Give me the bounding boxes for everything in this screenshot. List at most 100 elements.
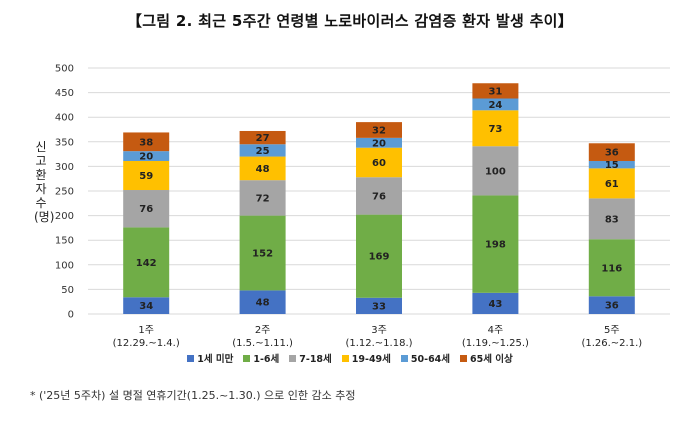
data-label: 76 [139,204,153,215]
y-tick-label: 300 [55,162,74,173]
legend-label: 19-49세 [351,354,391,365]
legend-swatch [243,354,251,362]
legend-label: 50-64세 [410,354,451,365]
bar-segment [356,147,402,178]
x-tick-label: 3주 [371,325,387,336]
data-label: 59 [139,171,153,182]
y-tick-label: 0 [68,310,74,321]
legend-label: 1세 미만 [197,354,234,365]
legend-swatch [187,354,195,362]
data-label: 20 [139,152,153,163]
data-label: 34 [139,301,153,312]
data-label: 32 [372,125,386,136]
legend-label: 7-18세 [299,354,332,365]
data-label: 43 [488,299,502,310]
x-tick-sublabel: (1.26.~2.1.) [581,338,642,349]
y-tick-label: 400 [55,113,74,124]
bar-segment [588,160,635,169]
bar-segment [472,98,519,111]
legend-item: 7-18세 [289,351,332,365]
bar-segment [239,290,286,314]
data-label: 116 [601,263,622,274]
legend-item: 19-49세 [341,351,391,365]
y-tick-label: 200 [55,211,74,222]
stacked-bar-chart: 0 50 100 150 200 250 300 350 400 450 500 34 142 76 59 2… [55,64,670,349]
bar-segment [123,297,170,314]
data-label: 169 [369,252,390,263]
data-label: 198 [485,240,506,251]
data-label: 31 [488,86,502,97]
legend-swatch [341,354,349,362]
x-tick-sublabel: (1.5.~1.11.) [232,338,293,349]
legend-label: 1-6세 [253,354,280,365]
bar-segment [239,156,286,181]
bar-segment [472,292,519,314]
bar-segment [123,132,170,152]
data-label: 24 [488,100,502,111]
y-tick-label: 450 [55,88,74,99]
x-tick-label: 1주 [138,325,154,336]
y-tick-label: 500 [55,64,74,75]
y-tick-label: 100 [55,260,74,271]
bar-segment [356,177,402,215]
bar-segment [239,144,286,157]
data-label: 48 [256,298,270,309]
bar-segment [588,239,635,297]
bar-segment [588,168,635,199]
bar-segment [123,227,170,298]
bar-segment [588,143,635,161]
legend-swatch [289,354,297,362]
data-label: 61 [605,179,619,190]
data-label: 83 [605,214,619,225]
bar-segment [239,130,286,145]
bar-segment [239,215,286,291]
legend-item: 1세 미만 [187,351,233,365]
bar-segment [123,151,170,161]
data-label: 27 [256,133,270,144]
y-tick-label: 250 [55,187,74,198]
legend-item: 1-6세 [243,351,279,365]
legend-swatch [400,354,408,362]
data-label: 60 [372,158,386,169]
data-label: 25 [256,146,270,157]
bar-segment [123,190,170,228]
data-label: 76 [372,191,386,202]
y-tick-label: 350 [55,137,74,148]
bar-segment [472,146,519,196]
x-tick-label: 4주 [488,325,504,336]
bar-segment [356,122,402,138]
data-label: 15 [605,160,619,171]
data-label: 72 [256,193,270,204]
bar-segment [356,214,402,298]
chart-title: 【그림 2. 최근 5주간 연령별 노로바이러스 감염증 환자 발생 추이】 [126,12,574,30]
legend-item: 50-64세 [400,351,451,365]
x-tick-sublabel: (12.29.~1.4.) [113,338,180,349]
data-label: 33 [372,301,386,312]
bar-segment [588,198,635,240]
legend-item: 65세 이상 [460,351,513,365]
bar-segment [356,137,402,148]
x-tick-sublabel: (1.12.~1.18.) [345,338,412,349]
data-label: 20 [372,138,386,149]
data-label: 73 [488,124,502,135]
data-label: 48 [256,164,270,175]
bar-segment [239,180,286,216]
bar-segment [123,160,170,191]
legend-swatch [460,354,468,362]
bar-segment [356,297,402,314]
legend-label: 65세 이상 [470,354,513,365]
bar-segment [472,83,519,99]
footnote: * ('25년 5주차) 설 명절 연휴기간(1.25.~1.30.) 으로 인… [30,389,356,402]
data-label: 36 [605,301,619,312]
legend: 1세 미만 1-6세 7-18세 19-49세 50-64세 65세 이상 [0,351,700,365]
data-label: 100 [485,166,506,177]
x-tick-label: 2주 [255,325,271,336]
data-label: 142 [136,258,157,269]
data-label: 36 [605,148,619,159]
y-tick-label: 50 [61,285,74,296]
x-tick-sublabel: (1.19.~1.25.) [462,338,529,349]
data-label: 38 [139,137,153,148]
x-tick-label: 5주 [604,325,620,336]
data-label: 152 [252,248,273,259]
bar-segment [472,110,519,147]
